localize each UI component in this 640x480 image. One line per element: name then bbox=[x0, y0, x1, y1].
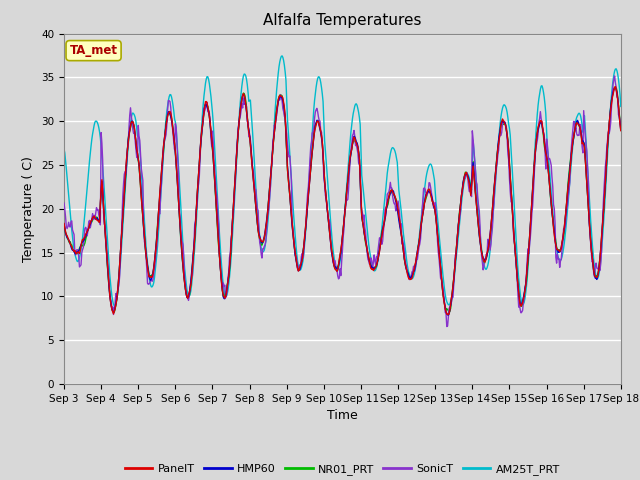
X-axis label: Time: Time bbox=[327, 409, 358, 422]
Y-axis label: Temperature ( C): Temperature ( C) bbox=[22, 156, 35, 262]
Text: TA_met: TA_met bbox=[70, 44, 118, 57]
Legend: PanelT, HMP60, NR01_PRT, SonicT, AM25T_PRT: PanelT, HMP60, NR01_PRT, SonicT, AM25T_P… bbox=[120, 460, 564, 480]
Title: Alfalfa Temperatures: Alfalfa Temperatures bbox=[263, 13, 422, 28]
